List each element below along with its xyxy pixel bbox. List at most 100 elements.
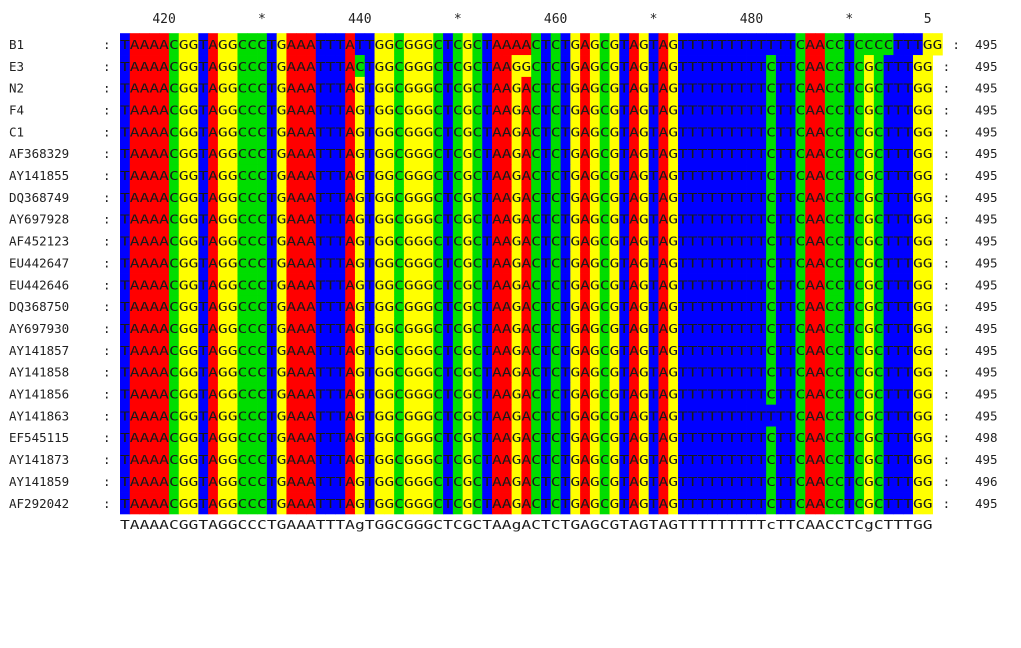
base-cell: [394, 382, 405, 406]
sequence-length: 495: [975, 37, 998, 52]
base-cell: [550, 208, 561, 231]
sequence-length: 495: [975, 387, 998, 402]
base-cell: [785, 404, 796, 427]
base-cell: [482, 404, 493, 427]
base-cell: [149, 55, 160, 78]
base-cell: [775, 273, 787, 296]
base-cell: [266, 317, 278, 340]
base-cell: [394, 229, 405, 253]
base-cell: [129, 404, 140, 427]
base-cell: [237, 273, 248, 296]
base-cell: [873, 33, 885, 56]
base-cell: [531, 229, 542, 253]
sequence-length: 495: [975, 168, 998, 183]
base-cell: [159, 98, 170, 121]
base-cell: [364, 229, 375, 253]
base-cell: [325, 186, 336, 209]
alignment-row: TAAAACGGTAGGCCCTGAAATTTAGTGGCGGGCTCGCTAA…: [9, 164, 998, 187]
base-cell: [619, 317, 630, 340]
base-cell: [854, 142, 865, 165]
base-cell: [452, 98, 464, 121]
base-cell: [413, 142, 424, 165]
base-cell: [609, 382, 620, 406]
base-cell: [227, 382, 238, 406]
base-cell: [286, 76, 297, 100]
base-cell: [364, 492, 375, 515]
base-cell: [687, 448, 699, 471]
base-cell: [609, 142, 620, 165]
base-cell: [325, 382, 336, 406]
base-cell: [384, 251, 395, 274]
base-cell: [178, 55, 189, 78]
base-cell: [638, 382, 650, 406]
base-cell: [834, 98, 845, 121]
base-cell: [550, 55, 561, 78]
base-cell: [775, 360, 787, 384]
base-cell: [306, 317, 317, 340]
base-cell: [638, 164, 650, 187]
base-cell: [306, 295, 317, 318]
base-cell: [815, 208, 826, 231]
base-cell: [599, 426, 610, 449]
base-cell: [452, 382, 464, 406]
base-cell: [746, 273, 757, 296]
base-cell: [208, 33, 219, 56]
base-cell: [120, 426, 131, 449]
base-cell: [687, 470, 699, 493]
base-cell: [139, 229, 150, 253]
base-cell: [188, 492, 199, 515]
position-ruler: 420 * 440 * 460 * 480 * 5: [152, 12, 931, 27]
base-cell: [374, 360, 385, 384]
base-cell: [707, 120, 718, 143]
base-cell: [805, 295, 816, 318]
base-cell: [423, 251, 434, 274]
base-cell: [805, 339, 816, 362]
base-cell: [120, 404, 131, 427]
base-cell: [834, 76, 845, 100]
base-cell: [374, 98, 385, 121]
base-cell: [198, 229, 209, 253]
base-cell: [286, 229, 297, 253]
length-separator: :: [943, 496, 951, 511]
base-cell: [589, 382, 601, 406]
base-cell: [775, 426, 787, 449]
base-cell: [403, 142, 415, 165]
base-cell: [687, 229, 699, 253]
base-cell: [511, 492, 522, 515]
base-cell: [286, 33, 297, 56]
base-cell: [619, 186, 630, 209]
base-cell: [217, 360, 229, 384]
base-cell: [687, 120, 699, 143]
base-cell: [423, 470, 434, 493]
base-cell: [756, 382, 767, 406]
base-cell: [374, 339, 385, 362]
base-cell: [247, 339, 258, 362]
base-cell: [188, 273, 199, 296]
base-cell: [168, 470, 180, 493]
base-cell: [521, 448, 532, 471]
base-cell: [864, 164, 875, 187]
base-cell: [795, 76, 806, 100]
base-cell: [335, 76, 346, 100]
sequence-text: TAAAACGGTAGGCCCTGAAATTTAGTGGCGGGCTCGCTAA…: [120, 453, 933, 467]
base-cell: [854, 186, 865, 209]
base-cell: [403, 360, 415, 384]
base-cell: [815, 142, 826, 165]
base-cell: [452, 55, 464, 78]
base-cell: [678, 470, 689, 493]
base-cell: [276, 470, 287, 493]
base-cell: [354, 229, 366, 253]
base-cell: [922, 382, 933, 406]
base-cell: [609, 164, 620, 187]
base-cell: [433, 208, 444, 231]
base-cell: [306, 55, 317, 78]
base-cell: [864, 426, 875, 449]
base-cell: [129, 55, 140, 78]
base-cell: [511, 120, 522, 143]
base-cell: [589, 229, 601, 253]
base-cell: [658, 470, 669, 493]
base-cell: [354, 295, 366, 318]
base-cell: [756, 55, 767, 78]
base-cell: [726, 120, 738, 143]
base-cell: [452, 33, 464, 56]
